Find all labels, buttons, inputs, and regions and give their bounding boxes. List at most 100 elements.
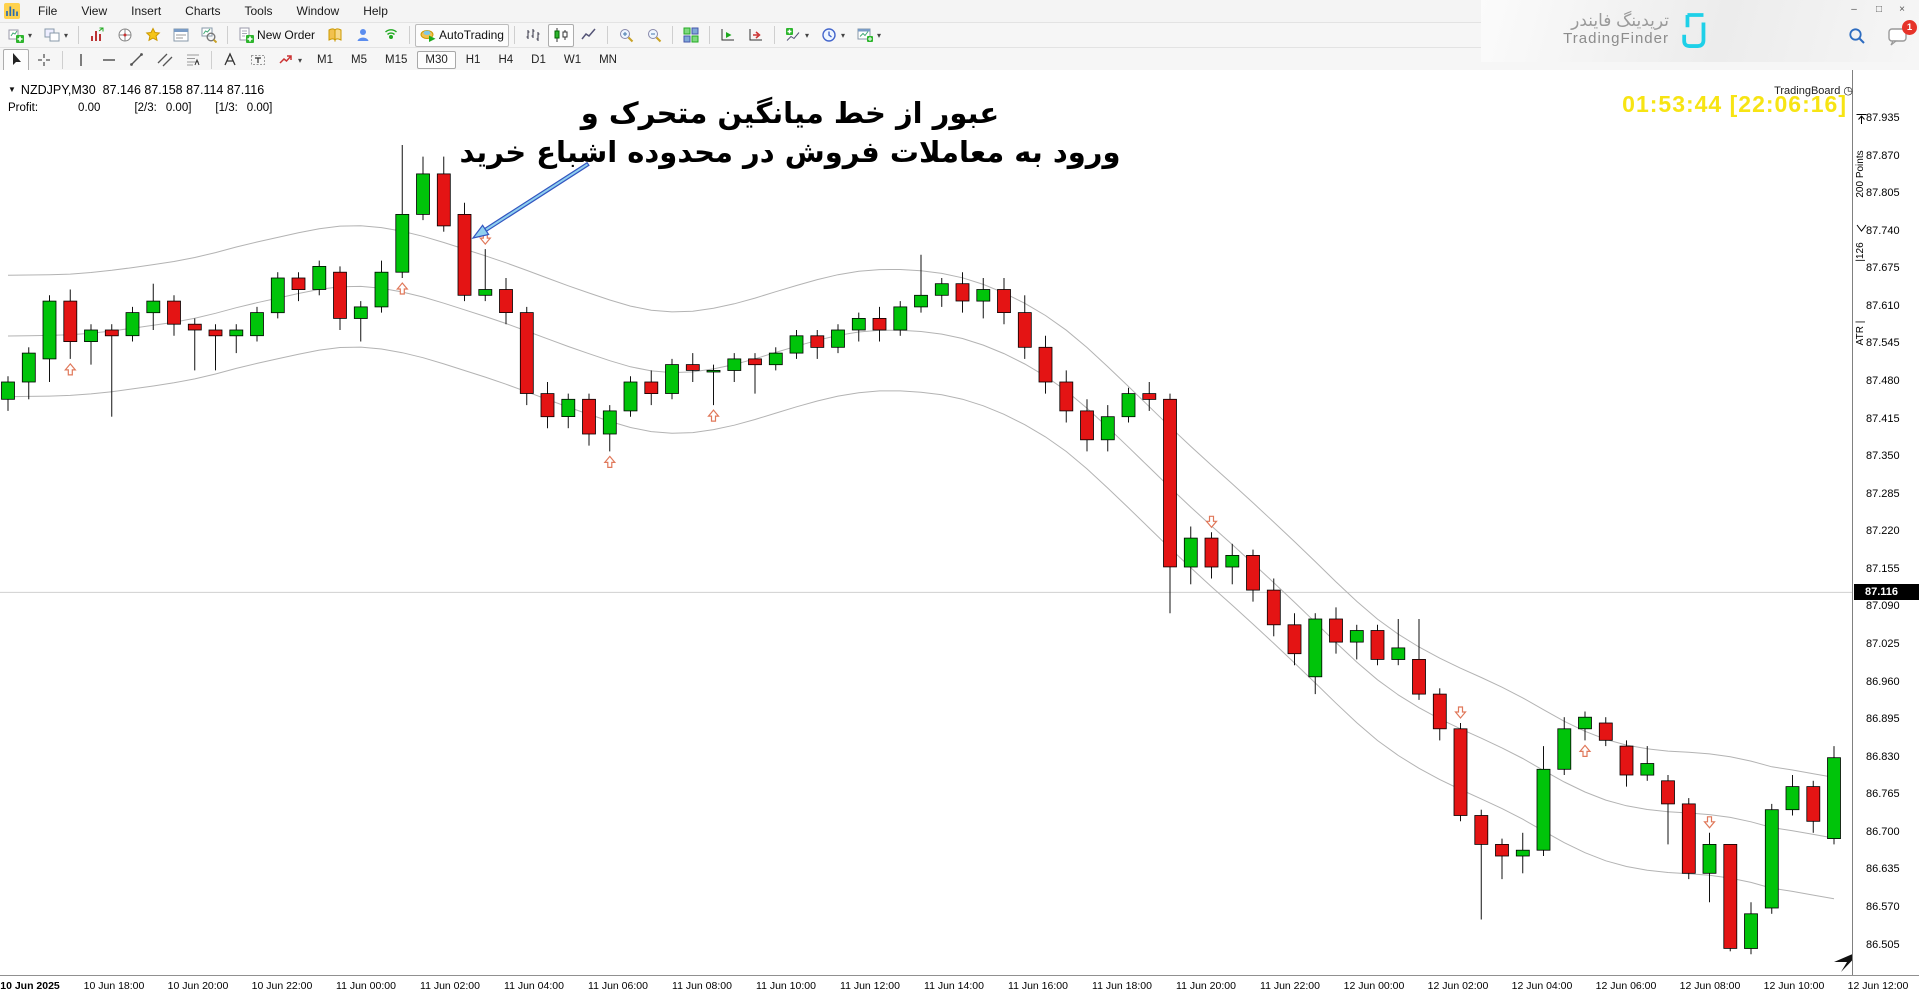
toolbar-auto-scroll-button[interactable] (715, 24, 741, 47)
menu-view[interactable]: View (81, 4, 108, 18)
chart-area[interactable]: ▼ NZDJPY,M30 87.146 87.158 87.114 87.116 … (0, 70, 1919, 975)
candle-down (1495, 844, 1509, 857)
minimize-button[interactable]: – (1851, 4, 1857, 15)
dropdown-caret-icon: ▾ (64, 30, 69, 40)
price-axis-label: 87.740 (1866, 225, 1900, 237)
zoom-out-icon (647, 29, 662, 43)
timeframe-m30-button[interactable]: M30 (417, 51, 456, 69)
time-axis-label: 11 Jun 20:00 (1176, 980, 1236, 992)
menu-charts[interactable]: Charts (185, 4, 221, 18)
toolbar-chart-shift-button[interactable] (743, 24, 769, 47)
menu-help[interactable]: Help (363, 4, 388, 18)
time-axis-label: 11 Jun 18:00 (1092, 980, 1152, 992)
toolbar-profiles-button[interactable]: ▾ (39, 24, 73, 47)
toolbar-terminal-button[interactable] (168, 24, 194, 47)
candle-down (519, 312, 534, 394)
toolbar-strategy-tester-button[interactable] (196, 24, 222, 47)
strategy-tester-icon (201, 27, 218, 43)
ruler-200-points-label: 200 Points (1855, 150, 1866, 198)
time-axis[interactable]: 10 Jun 2025 10 Jun 18:00 10 Jun 20:00 10 Ju… (0, 975, 1919, 996)
toolbar-line-chart-button[interactable] (576, 24, 602, 47)
toolbar-candle-chart-button[interactable] (547, 23, 574, 47)
price-axis-label: 87.480 (1866, 375, 1900, 387)
candle-up (353, 306, 368, 319)
toolbar-autotrading-button[interactable]: AutoTrading (415, 23, 509, 47)
candle-up (416, 173, 430, 215)
timeframe-m1-button[interactable]: M1 (317, 54, 333, 66)
candle-up (831, 329, 845, 348)
toolbar-navigator-button[interactable] (112, 24, 138, 47)
toolbar-trendline-button[interactable] (124, 49, 150, 72)
toolbar-tile-windows-button[interactable] (678, 24, 704, 47)
toolbar-shapes-button[interactable]: ▾ (273, 49, 307, 72)
toolbar-label-button[interactable] (245, 49, 271, 72)
toolbar-new-order-button[interactable]: New Order (233, 24, 320, 47)
toolbar-horizontal-line-button[interactable] (96, 49, 122, 72)
toolbar-community-button[interactable] (350, 24, 376, 47)
price-axis-label: 86.895 (1866, 713, 1900, 725)
candle-down (1163, 398, 1177, 568)
toolbar-new-chart-button[interactable]: ▾ (3, 24, 37, 47)
menu-window[interactable]: Window (296, 4, 340, 18)
current-price-tag: 87.116 (1854, 584, 1919, 600)
toolbar-fibonacci-button[interactable] (180, 49, 206, 72)
toolbar-separator (708, 26, 710, 44)
candle-down (540, 393, 555, 418)
price-axis-label: 87.805 (1866, 187, 1900, 199)
menu-insert[interactable]: Insert (131, 4, 162, 18)
timeframe-m15-button[interactable]: M15 (384, 54, 408, 66)
candle-down (1287, 624, 1302, 655)
candle-down (187, 323, 202, 331)
signal-arrow-up-icon (396, 282, 409, 295)
toolbar-bar-chart-button[interactable] (520, 24, 546, 47)
timeframe-mn-button[interactable]: MN (599, 54, 617, 66)
candle-down (685, 364, 700, 371)
toolbar-vertical-line-button[interactable] (68, 49, 94, 72)
toolbar-market-watch-button[interactable] (84, 24, 110, 47)
candle-up (1557, 728, 1572, 770)
time-axis-label: 11 Jun 10:00 (756, 980, 816, 992)
toolbar-zoom-in-button[interactable] (613, 24, 639, 47)
candle-down (208, 329, 223, 337)
shapes-icon (279, 55, 292, 64)
chat-icon[interactable]: 1 (1887, 20, 1917, 51)
menu-file[interactable]: File (38, 4, 58, 18)
line-chart-icon (581, 28, 596, 40)
toolbar-indicators-button[interactable]: ▾ (780, 24, 814, 47)
price-axis-label: 87.285 (1866, 488, 1900, 500)
scroll-to-end-icon[interactable] (1834, 950, 1852, 972)
timeframe-h1-button[interactable]: H1 (465, 54, 481, 66)
close-button[interactable]: × (1899, 4, 1905, 15)
dropdown-caret-icon: ▾ (28, 30, 33, 40)
timeframe-d1-button[interactable]: D1 (531, 54, 546, 66)
toolbar-periods-button[interactable]: ▾ (816, 24, 850, 47)
candle-up (893, 306, 908, 331)
toolbar-templates-button[interactable]: ▾ (852, 24, 886, 47)
ohlc-values: 87.146 87.158 87.114 87.116 (102, 83, 265, 97)
toolbar-separator (227, 26, 229, 44)
symbol-info-line[interactable]: ▼ NZDJPY,M30 87.146 87.158 87.114 87.116 (8, 83, 264, 97)
toolbar-metaeditor-button[interactable] (322, 24, 348, 47)
price-axis[interactable]: 200 Points |126 ATR | 87.116 87.935 87.87… (1852, 70, 1919, 975)
time-axis-label: 11 Jun 04:00 (504, 980, 564, 992)
menu-tools[interactable]: Tools (244, 4, 273, 18)
candlestick-chart[interactable] (0, 70, 1852, 975)
search-icon[interactable] (1847, 26, 1867, 51)
toolbar-equidistant-channel-button[interactable] (152, 49, 178, 72)
candle-up (42, 300, 57, 360)
annotation-arrow-icon (471, 161, 590, 239)
toolbar-text-button[interactable] (217, 49, 243, 72)
timeframe-w1-button[interactable]: W1 (563, 54, 582, 66)
new-order-icon (239, 27, 255, 43)
toolbar-signals-button[interactable] (378, 24, 404, 47)
toolbar-zoom-out-button[interactable] (641, 24, 667, 47)
toolbar-cursor-button[interactable] (3, 48, 29, 72)
candle-down (499, 289, 513, 314)
restore-button[interactable]: □ (1875, 4, 1883, 15)
timeframe-m5-button[interactable]: M5 (351, 54, 367, 66)
timeframe-h4-button[interactable]: H4 (498, 54, 514, 66)
toolbar-favorites-button[interactable] (140, 24, 166, 47)
candle-up (1308, 618, 1323, 678)
candle-up (561, 398, 576, 417)
toolbar-crosshair-button[interactable] (31, 49, 57, 72)
